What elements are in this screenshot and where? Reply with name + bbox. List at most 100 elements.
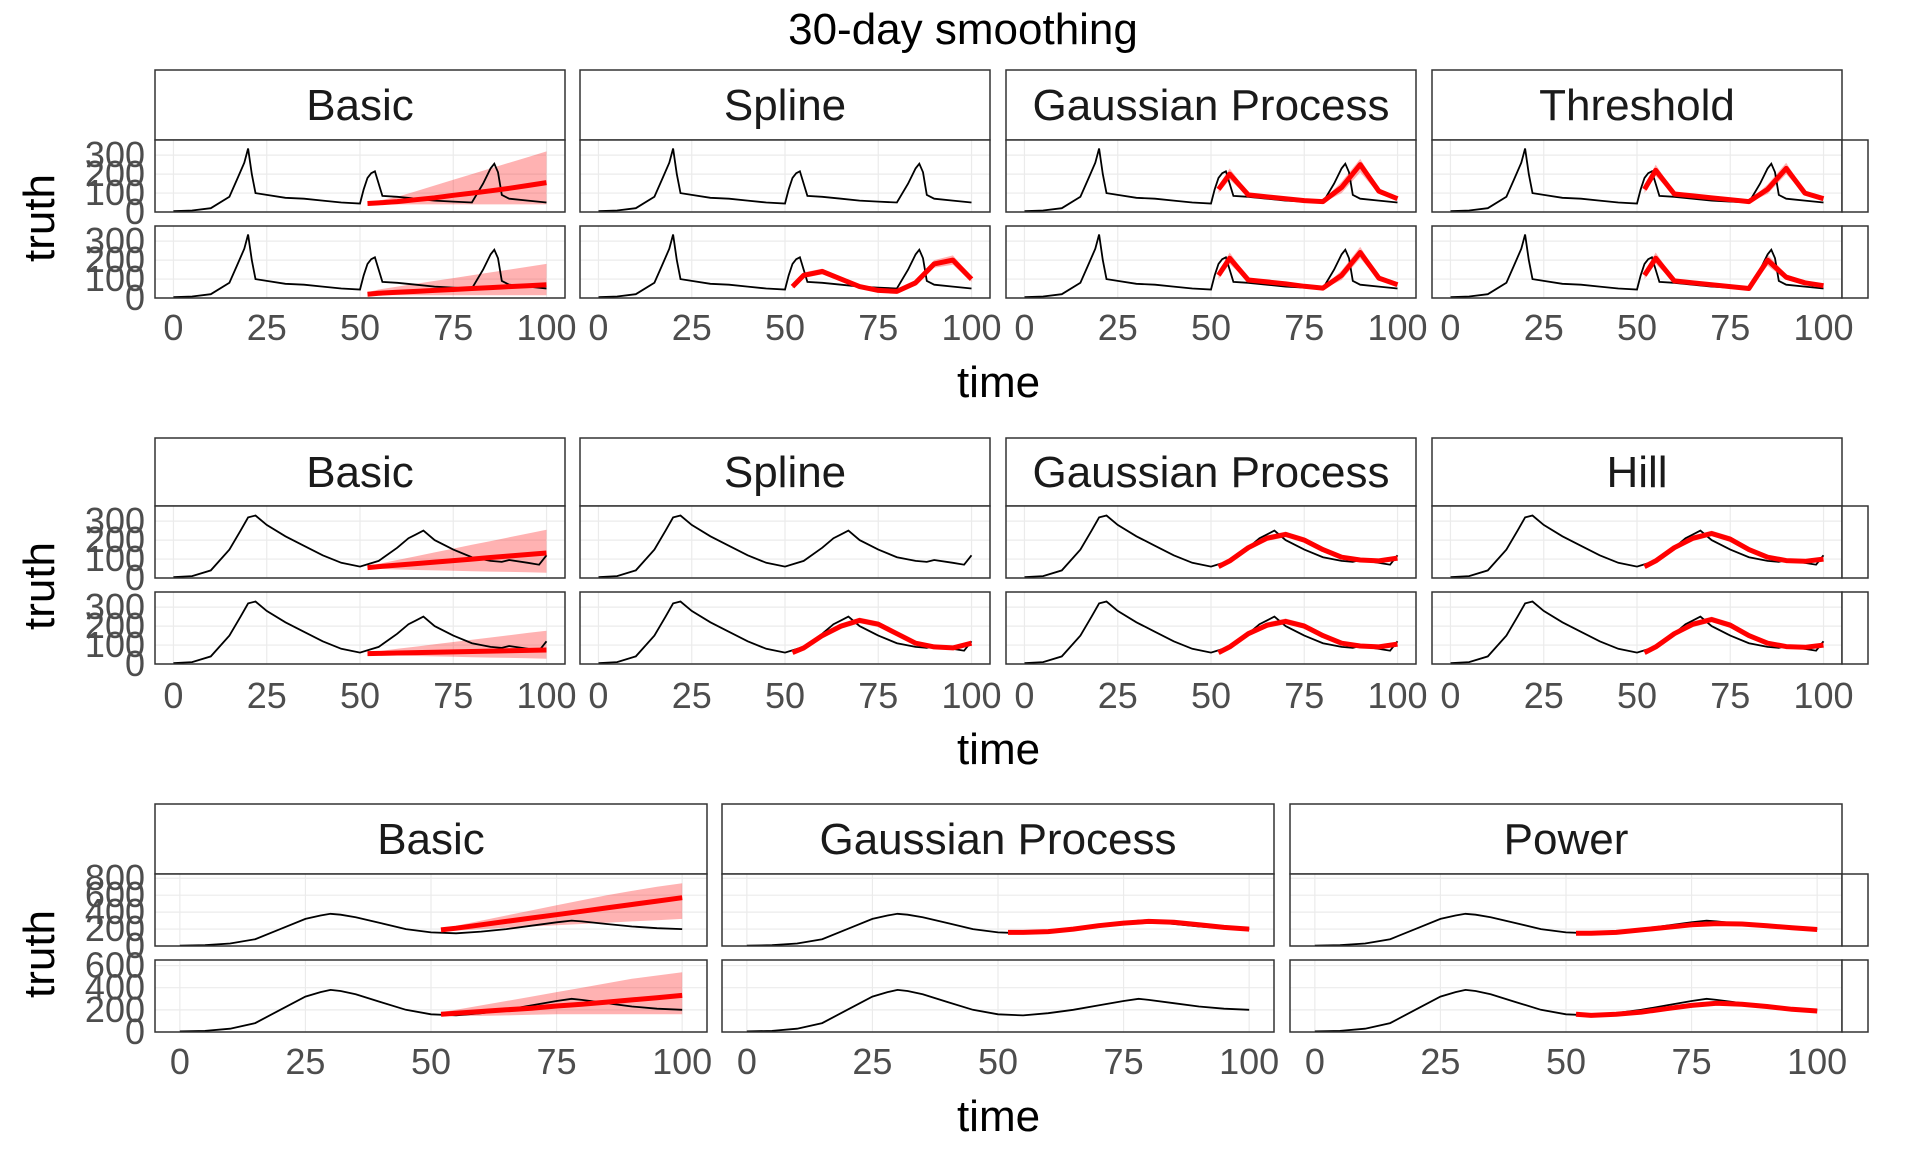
forecast-mean-line <box>1643 531 1824 569</box>
row-strip <box>1841 139 1869 213</box>
x-tick-label: 50 <box>1191 675 1231 716</box>
y-tick-label: 300 <box>85 220 145 261</box>
truth-line <box>1450 148 1824 212</box>
forecast-mean-line <box>440 992 683 1017</box>
truth-line <box>1024 148 1398 212</box>
facet-panel <box>154 505 566 579</box>
x-tick-label: 25 <box>852 1041 892 1082</box>
x-tick-label: 75 <box>1672 1041 1712 1082</box>
x-tick-label: 25 <box>1098 307 1138 348</box>
x-tick-label: 25 <box>247 675 287 716</box>
x-tick-label: 25 <box>672 307 712 348</box>
facet-panel <box>154 139 566 213</box>
forecast-mean-line <box>367 180 547 206</box>
y-tick-label: 200 <box>85 519 145 560</box>
row-strip <box>1841 225 1869 299</box>
truth-line <box>1314 988 1818 1033</box>
y-axis-title: truth <box>15 910 64 998</box>
forecast-mean-line <box>1575 1000 1818 1018</box>
facet-strip-label: Gaussian Process <box>1032 448 1389 497</box>
forecast-interval <box>1218 246 1398 290</box>
forecast-interval <box>1644 162 1824 203</box>
facet-strip <box>1289 803 1843 875</box>
y-tick-label: 0 <box>125 557 145 598</box>
x-tick-label: 100 <box>1219 1041 1279 1082</box>
y-tick-label: 0 <box>125 925 145 966</box>
y-tick-label: 300 <box>85 586 145 627</box>
facet-strip-label: Hill <box>1606 448 1667 497</box>
facet-strip-label: Basic <box>377 815 485 864</box>
facet-strip-label: Basic <box>306 81 414 130</box>
x-tick-label: 100 <box>1794 675 1854 716</box>
x-tick-label: 25 <box>1524 307 1564 348</box>
x-tick-label: 75 <box>1710 307 1750 348</box>
x-tick-label: 50 <box>978 1041 1018 1082</box>
y-tick-label: 0 <box>125 277 145 318</box>
facet-strip-label: Spline <box>724 81 846 130</box>
panel-border <box>154 591 566 665</box>
facet-strip-label: Basic <box>306 448 414 497</box>
truth-line <box>173 234 547 298</box>
x-tick-label: 25 <box>285 1041 325 1082</box>
facet-panel <box>1431 505 1843 579</box>
y-tick-label: 0 <box>125 1011 145 1052</box>
panel-border <box>579 591 991 665</box>
y-tick-label: 400 <box>85 967 145 1008</box>
y-tick-label: 200 <box>85 908 145 949</box>
facet-panel <box>579 225 991 299</box>
y-tick-label: 800 <box>85 857 145 898</box>
x-tick-label: 75 <box>537 1041 577 1082</box>
facet-panel <box>579 591 991 665</box>
forecast-mean-line <box>367 550 547 571</box>
forecast-mean-line <box>790 257 974 294</box>
x-tick-label: 0 <box>1305 1041 1325 1082</box>
truth-line <box>598 148 972 212</box>
x-tick-label: 100 <box>1368 307 1428 348</box>
forecast-mean-line <box>1643 617 1824 655</box>
y-tick-label: 400 <box>85 891 145 932</box>
facet-strip <box>721 803 1275 875</box>
y-tick-label: 300 <box>85 134 145 175</box>
x-tick-label: 50 <box>340 675 380 716</box>
forecast-interval <box>441 883 683 932</box>
y-axis-title: truth <box>15 174 64 262</box>
truth-line <box>746 988 1250 1033</box>
facet-strip <box>154 69 566 141</box>
panel-border <box>579 505 991 579</box>
truth-line <box>1450 234 1824 298</box>
x-axis-title: time <box>957 358 1040 407</box>
x-tick-label: 0 <box>1440 307 1460 348</box>
x-tick-label: 0 <box>588 307 608 348</box>
panel-border <box>721 873 1275 947</box>
facet-panel <box>1431 225 1843 299</box>
x-tick-label: 100 <box>517 675 577 716</box>
x-tick-label: 50 <box>1617 307 1657 348</box>
panel-border <box>1005 225 1417 299</box>
forecast-mean-line <box>1216 162 1399 205</box>
x-tick-label: 50 <box>340 307 380 348</box>
row-strip <box>1841 505 1869 579</box>
x-tick-label: 25 <box>672 675 712 716</box>
facet-panel <box>1005 505 1417 579</box>
forecast-mean-line <box>791 617 973 655</box>
y-axis-title: truth <box>15 542 64 630</box>
truth-line <box>173 148 547 212</box>
facet-panel <box>154 959 708 1033</box>
facet-panel <box>721 959 1275 1033</box>
panel-border <box>579 139 991 213</box>
forecast-mean-line <box>367 282 547 297</box>
facet-strip <box>1431 437 1843 507</box>
facet-strip <box>154 437 566 507</box>
truth-line <box>173 514 548 578</box>
facet-panel <box>1289 959 1843 1033</box>
x-tick-label: 25 <box>1420 1041 1460 1082</box>
forecast-mean-line <box>1217 531 1398 569</box>
forecast-mean-line <box>1642 165 1825 205</box>
y-tick-label: 200 <box>85 153 145 194</box>
x-tick-label: 0 <box>163 675 183 716</box>
facet-strip <box>1431 69 1843 141</box>
